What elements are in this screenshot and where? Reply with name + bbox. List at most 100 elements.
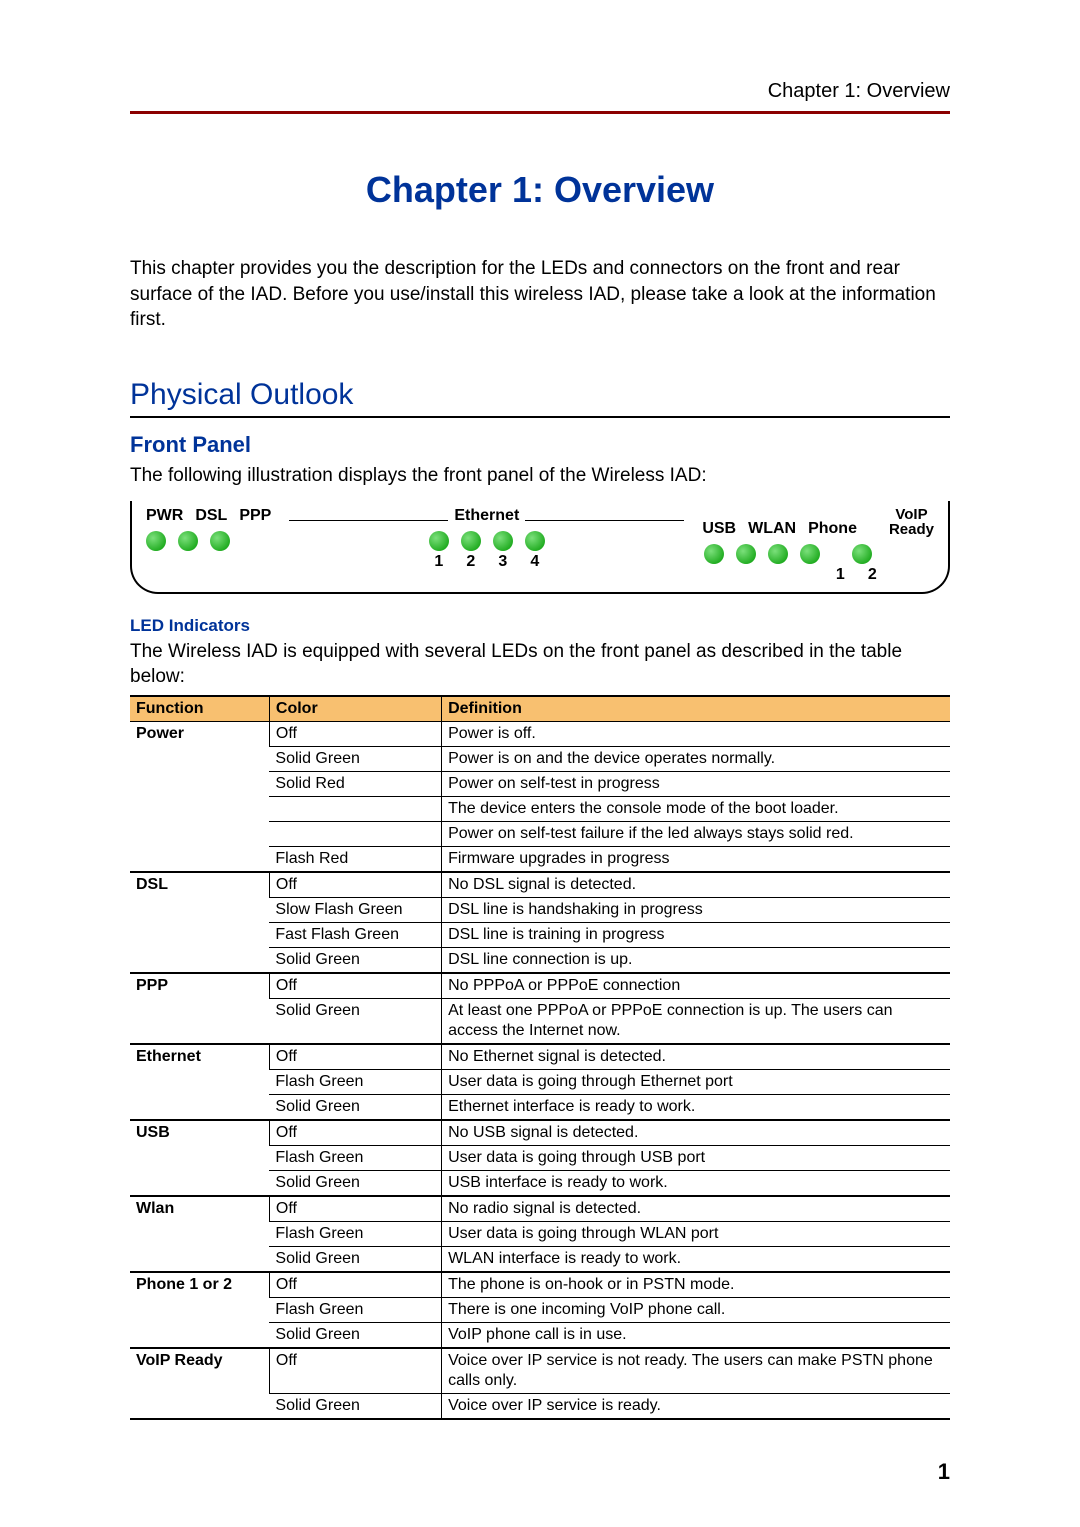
led-indicators-desc: The Wireless IAD is equipped with severa…: [130, 640, 950, 689]
cell-definition: The phone is on-hook or in PSTN mode.: [442, 1272, 950, 1298]
cell-color: Solid Green: [269, 1394, 441, 1420]
cell-definition: DSL line connection is up.: [442, 948, 950, 974]
ethernet-num: 3: [493, 553, 513, 571]
led-icon: [525, 531, 545, 551]
cell-color: Solid Green: [269, 1247, 441, 1273]
table-row: WlanOffNo radio signal is detected.: [130, 1196, 950, 1222]
front-panel-caption: The following illustration displays the …: [130, 464, 950, 489]
cell-definition: Firmware upgrades in progress: [442, 847, 950, 873]
cell-color: [269, 797, 441, 822]
cell-definition: DSL line is training in progress: [442, 923, 950, 948]
cell-definition: No Ethernet signal is detected.: [442, 1044, 950, 1070]
cell-color: Solid Green: [269, 1171, 441, 1197]
cell-color: Flash Green: [269, 1222, 441, 1247]
cell-color: Off: [269, 1348, 441, 1394]
cell-color: Off: [269, 872, 441, 898]
cell-function: Wlan: [130, 1196, 269, 1272]
cell-color: Off: [269, 973, 441, 999]
led-icon: [768, 544, 788, 564]
page-header: Chapter 1: Overview: [130, 80, 950, 114]
cell-definition: User data is going through WLAN port: [442, 1222, 950, 1247]
label-pwr: PWR: [146, 507, 183, 525]
cell-definition: Ethernet interface is ready to work.: [442, 1095, 950, 1121]
cell-definition: No USB signal is detected.: [442, 1120, 950, 1146]
led-icon: [800, 544, 820, 564]
table-row: DSLOffNo DSL signal is detected.: [130, 872, 950, 898]
phone-num: 2: [862, 566, 882, 584]
page-number: 1: [938, 1459, 950, 1485]
label-dsl: DSL: [195, 507, 227, 525]
cell-color: Solid Green: [269, 948, 441, 974]
label-voip1: VoIP: [895, 507, 927, 523]
led-icon: [493, 531, 513, 551]
label-usb: USB: [702, 520, 736, 538]
label-ppp: PPP: [239, 507, 271, 525]
cell-color: Off: [269, 1120, 441, 1146]
cell-definition: No PPPoA or PPPoE connection: [442, 973, 950, 999]
cell-color: Flash Red: [269, 847, 441, 873]
cell-function: DSL: [130, 872, 269, 973]
label-ethernet: Ethernet: [454, 507, 519, 525]
cell-definition: VoIP phone call is in use.: [442, 1323, 950, 1349]
cell-color: Solid Green: [269, 1323, 441, 1349]
led-icon: [429, 531, 449, 551]
cell-color: Slow Flash Green: [269, 898, 441, 923]
cell-color: Flash Green: [269, 1298, 441, 1323]
ethernet-num: 1: [429, 553, 449, 571]
front-panel-heading: Front Panel: [130, 432, 950, 458]
cell-color: Solid Red: [269, 772, 441, 797]
cell-color: Flash Green: [269, 1070, 441, 1095]
led-icon: [852, 544, 872, 564]
cell-function: VoIP Ready: [130, 1348, 269, 1419]
table-row: USBOffNo USB signal is detected.: [130, 1120, 950, 1146]
table-row: Phone 1 or 2OffThe phone is on-hook or i…: [130, 1272, 950, 1298]
th-definition: Definition: [442, 696, 950, 722]
led-icon: [210, 531, 230, 551]
cell-definition: User data is going through Ethernet port: [442, 1070, 950, 1095]
cell-definition: At least one PPPoA or PPPoE connection i…: [442, 999, 950, 1045]
cell-definition: No radio signal is detected.: [442, 1196, 950, 1222]
section-heading: Physical Outlook: [130, 378, 950, 418]
cell-color: Flash Green: [269, 1146, 441, 1171]
ethernet-num: 2: [461, 553, 481, 571]
cell-function: PPP: [130, 973, 269, 1044]
cell-color: Off: [269, 722, 441, 747]
cell-definition: USB interface is ready to work.: [442, 1171, 950, 1197]
cell-color: Solid Green: [269, 1095, 441, 1121]
cell-definition: Power on self-test in progress: [442, 772, 950, 797]
cell-color: Off: [269, 1044, 441, 1070]
cell-definition: User data is going through USB port: [442, 1146, 950, 1171]
table-row: PowerOffPower is off.: [130, 722, 950, 747]
cell-color: Off: [269, 1196, 441, 1222]
cell-definition: Power on self-test failure if the led al…: [442, 822, 950, 847]
cell-function: Ethernet: [130, 1044, 269, 1120]
led-indicators-title: LED Indicators: [130, 616, 950, 636]
cell-color: [269, 822, 441, 847]
chapter-title: Chapter 1: Overview: [130, 169, 950, 211]
cell-definition: The device enters the console mode of th…: [442, 797, 950, 822]
led-icon: [736, 544, 756, 564]
label-phone: Phone: [808, 520, 857, 538]
label-wlan: WLAN: [748, 520, 796, 538]
th-color: Color: [269, 696, 441, 722]
cell-definition: Voice over IP service is ready.: [442, 1394, 950, 1420]
front-panel-illustration: PWR DSL PPP Ethernet: [130, 501, 950, 595]
th-function: Function: [130, 696, 269, 722]
cell-definition: There is one incoming VoIP phone call.: [442, 1298, 950, 1323]
ethernet-num: 4: [525, 553, 545, 571]
cell-color: Off: [269, 1272, 441, 1298]
cell-color: Solid Green: [269, 747, 441, 772]
cell-function: USB: [130, 1120, 269, 1196]
phone-num: 1: [830, 566, 850, 584]
cell-definition: DSL line is handshaking in progress: [442, 898, 950, 923]
cell-color: Fast Flash Green: [269, 923, 441, 948]
table-row: EthernetOffNo Ethernet signal is detecte…: [130, 1044, 950, 1070]
cell-function: Power: [130, 722, 269, 873]
led-icon: [461, 531, 481, 551]
table-row: PPPOffNo PPPoA or PPPoE connection: [130, 973, 950, 999]
led-table: Function Color Definition PowerOffPower …: [130, 695, 950, 1420]
cell-definition: Voice over IP service is not ready. The …: [442, 1348, 950, 1394]
cell-color: Solid Green: [269, 999, 441, 1045]
led-icon: [146, 531, 166, 551]
led-icon: [704, 544, 724, 564]
